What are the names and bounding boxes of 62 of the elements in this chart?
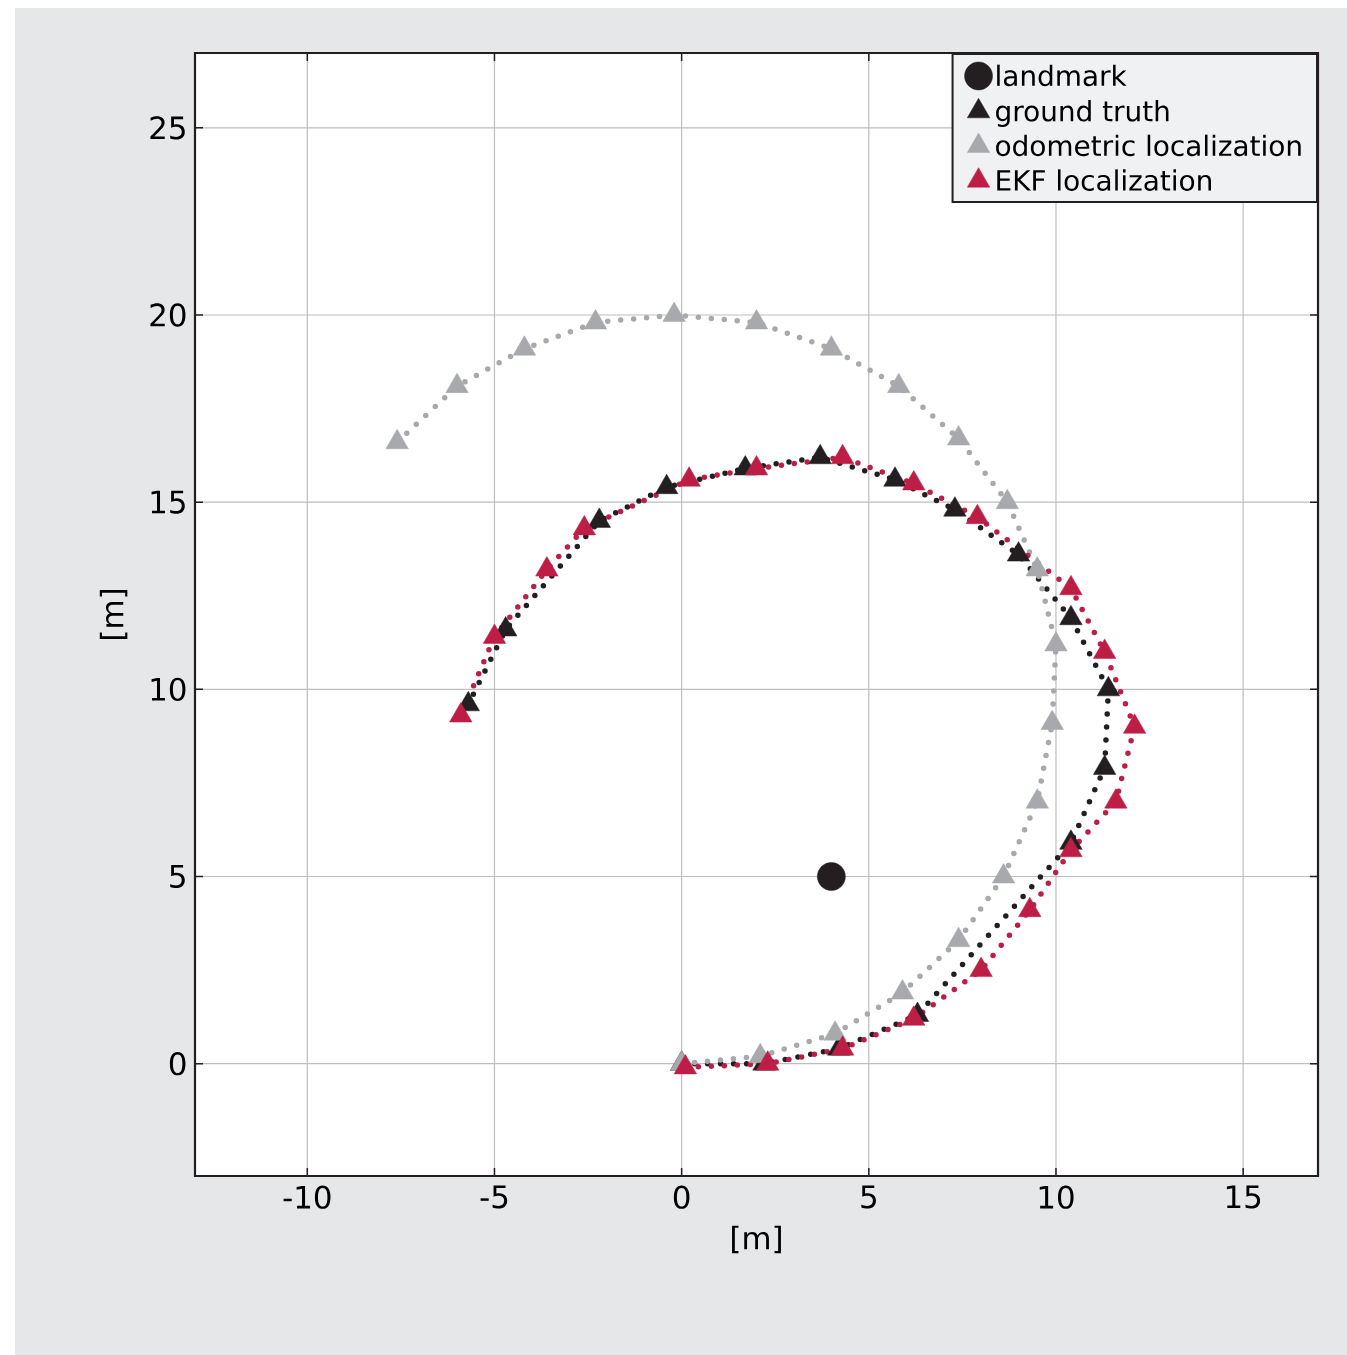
point (831, 444, 855, 465)
point (1059, 604, 1083, 625)
x-tick-label: 10 (1039, 1185, 1074, 1209)
point (1123, 713, 1147, 734)
x-tick-label: -5 (480, 1185, 508, 1209)
y-tick-label: 15 (151, 490, 185, 514)
point (887, 372, 911, 393)
point (482, 623, 506, 644)
point (572, 515, 596, 536)
point (1018, 896, 1042, 917)
point (883, 466, 907, 487)
point (677, 466, 701, 487)
point (662, 301, 686, 322)
x-tick-label: -10 (283, 1185, 331, 1209)
x-tick-label: 0 (673, 1185, 690, 1209)
y-tick-label: 20 (150, 303, 186, 327)
point (819, 335, 843, 356)
point (584, 309, 608, 330)
point (1093, 754, 1117, 775)
point (1096, 676, 1120, 697)
point (823, 1020, 847, 1041)
point (902, 470, 926, 491)
point (992, 863, 1016, 884)
x-axis-title: [m] (732, 1225, 781, 1254)
point (1007, 541, 1031, 562)
y-tick-label: 5 (170, 865, 185, 888)
y-tick-label: 10 (151, 677, 186, 702)
legend-label: ground truth (996, 99, 1169, 127)
x-tick-label: 5 (861, 1185, 876, 1209)
y-tick-label: 25 (150, 116, 185, 140)
point (947, 425, 971, 446)
point (1093, 638, 1117, 659)
point (744, 455, 769, 476)
point (1040, 709, 1064, 730)
point (943, 496, 967, 517)
point (1059, 837, 1083, 858)
point (995, 488, 1019, 509)
legend-label: EKF localization (997, 169, 1211, 191)
point (587, 507, 611, 528)
point (1025, 788, 1049, 809)
point (449, 702, 473, 723)
point (385, 429, 409, 450)
point (1044, 631, 1068, 652)
legend-label: odometric localization (996, 134, 1301, 157)
point (890, 979, 914, 1000)
point (947, 926, 971, 947)
point (512, 335, 536, 356)
point (756, 1050, 780, 1071)
point (965, 503, 989, 524)
y-tick-label: 0 (169, 1052, 186, 1076)
point (744, 309, 769, 330)
x-tick-label: 15 (1226, 1185, 1261, 1209)
y-axis-title: [m] (99, 590, 128, 639)
point (969, 956, 993, 977)
point (535, 556, 559, 577)
point (808, 444, 832, 465)
point (445, 372, 469, 393)
point (655, 473, 679, 494)
point (1059, 575, 1083, 596)
point (1025, 556, 1049, 577)
point (1104, 788, 1128, 809)
legend-label: landmark (997, 64, 1127, 87)
